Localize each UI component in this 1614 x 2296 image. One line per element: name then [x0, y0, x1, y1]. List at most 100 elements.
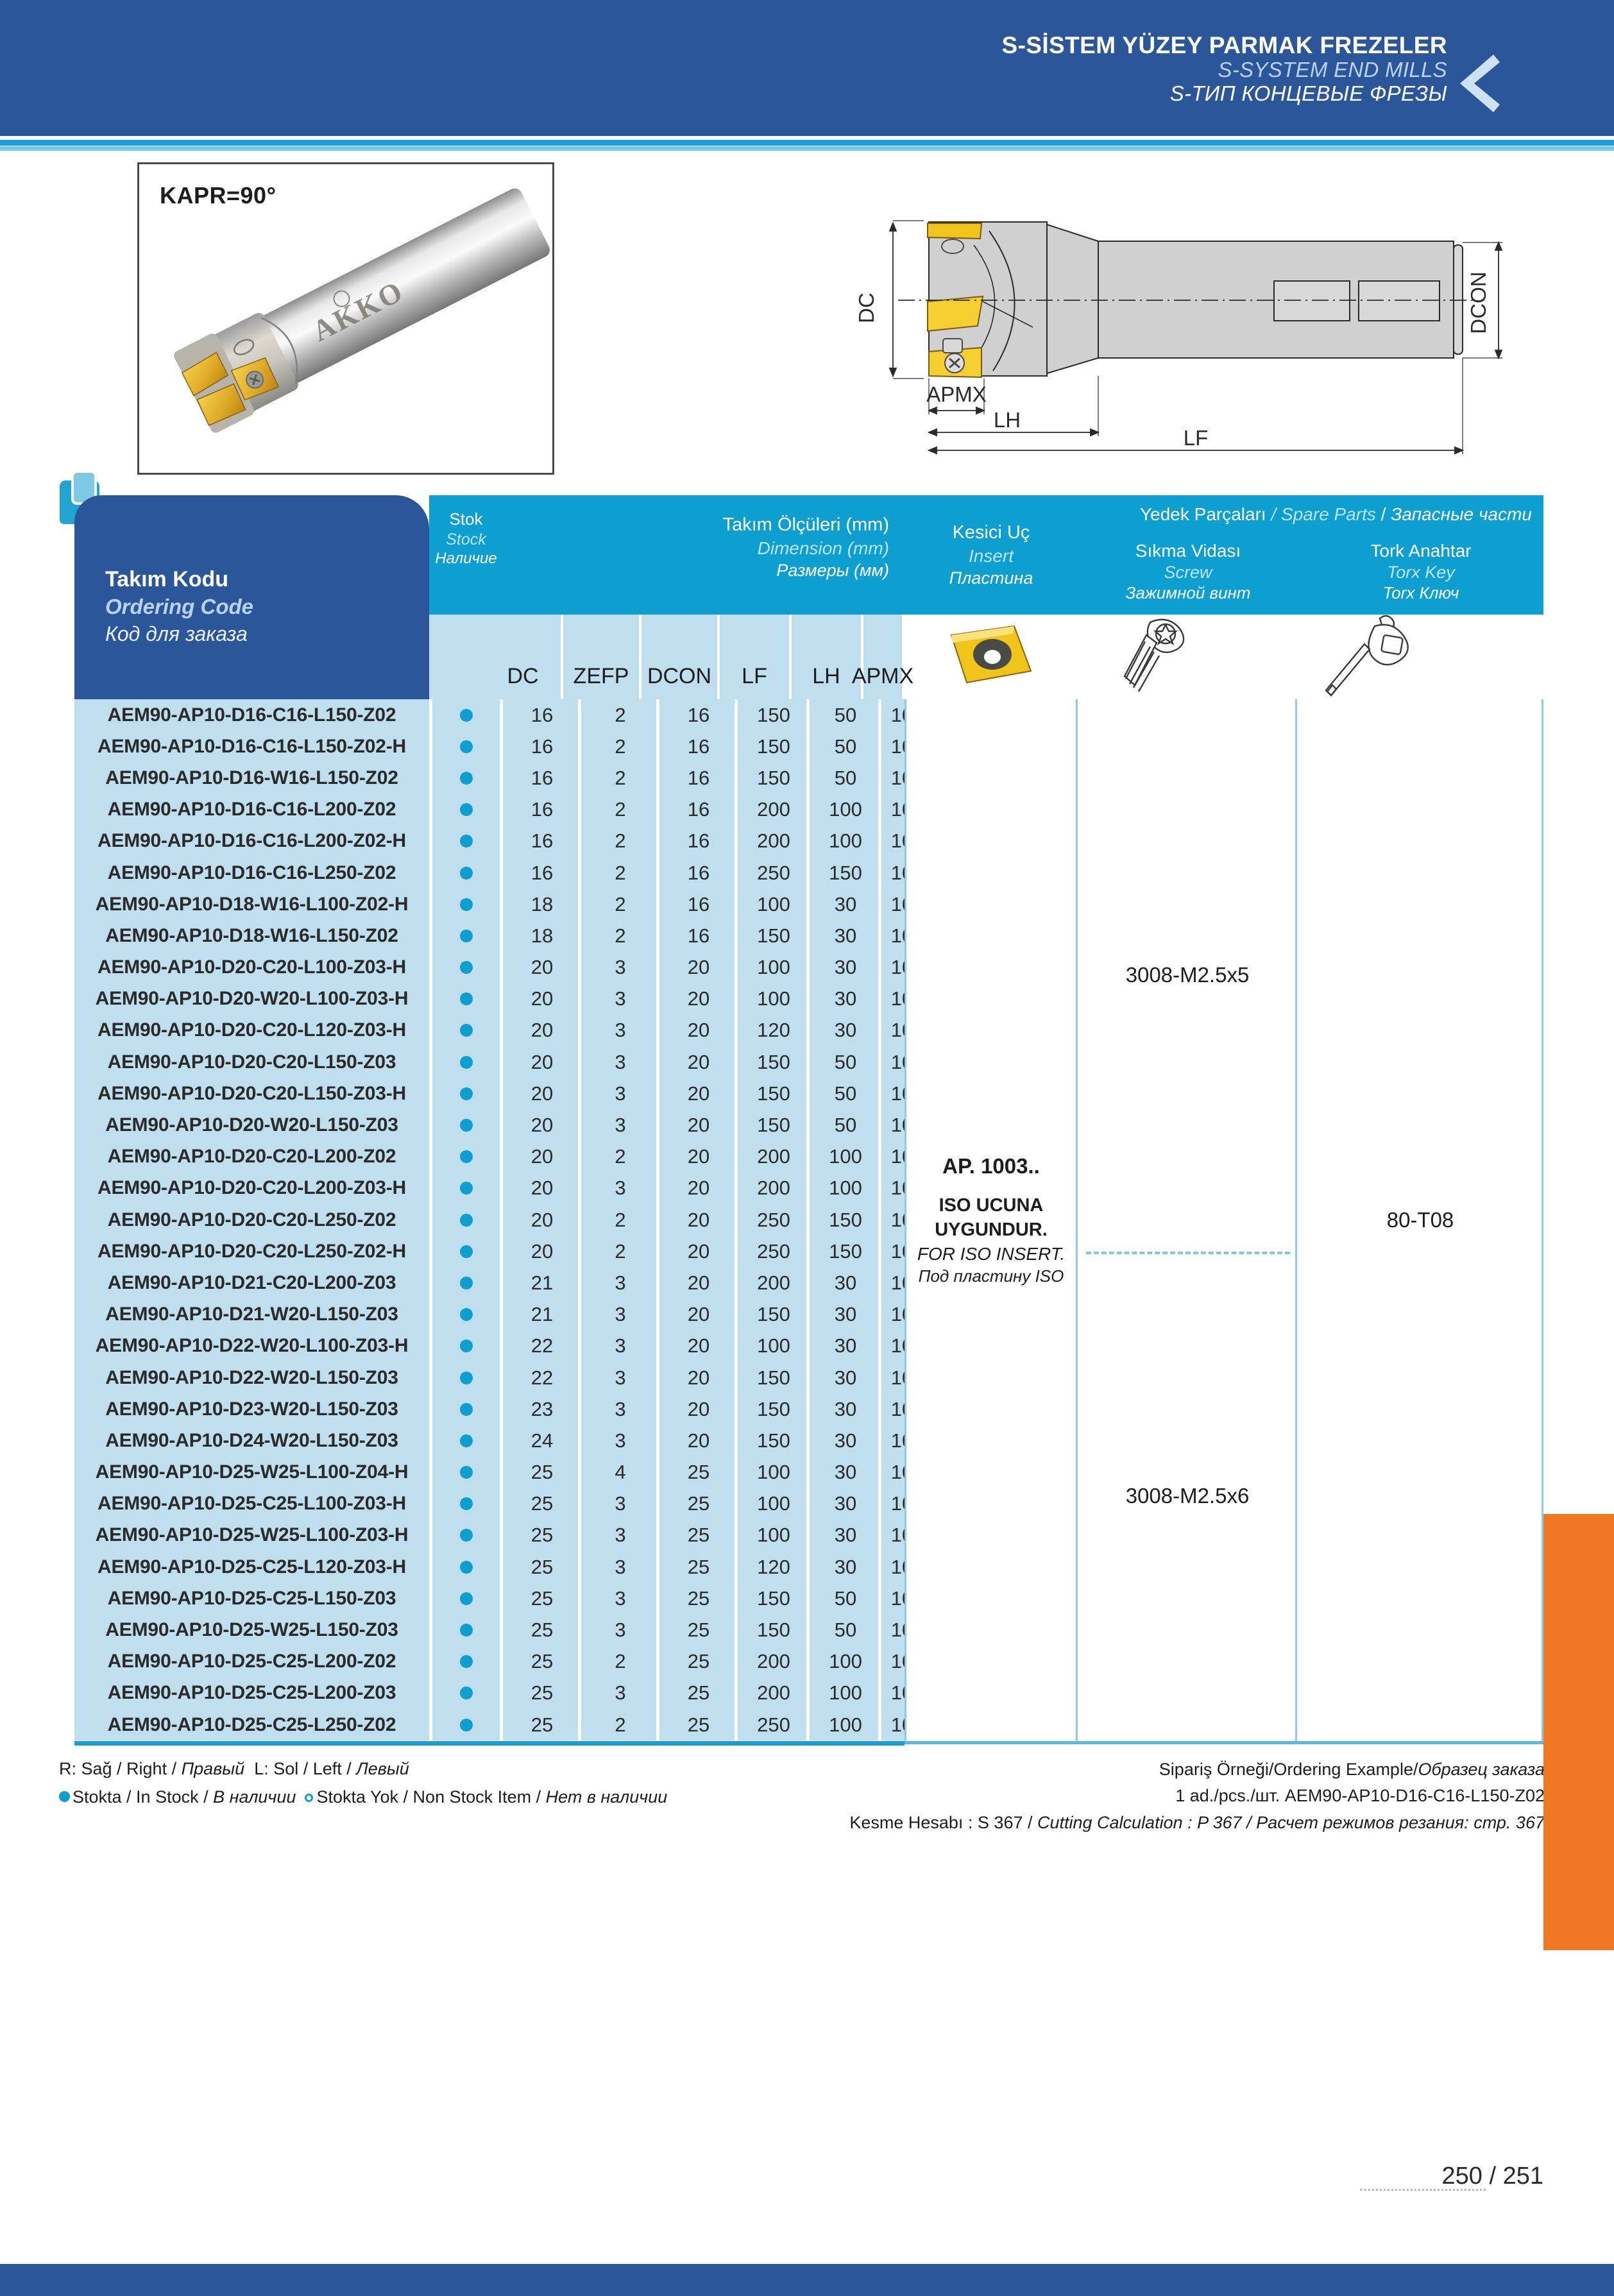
cell-dcon: 25 [659, 1456, 738, 1488]
column-divider [878, 1046, 881, 1078]
cell-lh: 100 [810, 1172, 881, 1204]
cell-lh: 30 [810, 983, 881, 1015]
column-divider [806, 699, 810, 731]
cutting-calc-en: Cutting Calculation : P 367 / [1037, 1813, 1257, 1833]
cell-stock-status [429, 889, 503, 921]
cell-stock-status [429, 1172, 503, 1204]
cell-dcon: 20 [659, 1425, 738, 1457]
cell-zefp: 3 [581, 1267, 659, 1299]
cell-lh: 100 [810, 794, 881, 826]
table-row[interactable]: AEM90-AP10-D25-C25-L250-Z02 25 2 25 250 100 10 [74, 1709, 1543, 1741]
column-divider [578, 1014, 581, 1047]
column-divider [578, 699, 581, 731]
column-divider [806, 983, 810, 1015]
cell-lf: 150 [738, 1583, 810, 1615]
insert-label-tr: Kesici Uç [952, 522, 1030, 543]
table-row[interactable]: AEM90-AP10-D25-C25-L200-Z02 25 2 25 200 100 10 [74, 1645, 1543, 1678]
cell-zefp: 2 [581, 794, 659, 826]
table-body: AEM90-AP10-D16-C16-L150-Z02 16 2 16 150 50 10 A… [74, 699, 1543, 1741]
column-divider [500, 856, 503, 889]
insert-label-ru: Пластина [949, 568, 1033, 588]
column-divider [735, 1488, 738, 1520]
cell-dc: 18 [503, 889, 581, 921]
column-divider [578, 951, 581, 983]
column-divider [500, 1172, 503, 1204]
column-divider [500, 1298, 503, 1331]
table-row[interactable]: AEM90-AP10-D20-C20-L150-Z03 20 3 20 150 50 10 [74, 1046, 1543, 1078]
cell-ordering-code: AEM90-AP10-D16-C16-L200-Z02 [74, 794, 429, 826]
column-divider [806, 1709, 810, 1741]
table-row[interactable]: AEM90-AP10-D20-C20-L250-Z02-H 20 2 20 250 150… [74, 1236, 1543, 1268]
table-row[interactable]: AEM90-AP10-D20-W20-L100-Z03-H 20 3 20 100 30 1… [74, 983, 1543, 1015]
cell-ordering-code: AEM90-AP10-D16-C16-L150-Z02 [74, 699, 429, 731]
cell-zefp: 3 [581, 1551, 659, 1583]
cell-dc: 25 [503, 1709, 581, 1741]
dimension-label-en: Dimension (mm) [757, 538, 889, 558]
non-stock-label-ru: Нет в наличии [545, 1787, 668, 1807]
column-divider [735, 1236, 738, 1268]
table-row[interactable]: AEM90-AP10-D22-W20-L100-Z03-H 22 3 20 100 30 1… [74, 1330, 1543, 1362]
cell-zefp: 3 [581, 1014, 659, 1047]
table-row[interactable]: AEM90-AP10-D25-C25-L150-Z03 25 3 25 150 50 10 [74, 1583, 1543, 1615]
table-row[interactable]: AEM90-AP10-D25-W25-L100-Z04-H 25 4 25 100 30 1… [74, 1456, 1543, 1488]
cell-dc: 16 [503, 825, 581, 857]
cell-stock-status [429, 1204, 503, 1236]
cell-ordering-code: AEM90-AP10-D20-C20-L250-Z02 [74, 1204, 429, 1236]
non-stock-label: Stokta Yok / Non Stock Item / [316, 1787, 546, 1807]
header-title-en: S-SYSTEM END MILLS [1218, 58, 1447, 82]
cell-zefp: 2 [581, 920, 659, 952]
cell-dc: 25 [503, 1519, 581, 1552]
cell-dc: 20 [503, 1141, 581, 1173]
cell-dc: 20 [503, 1204, 581, 1236]
column-divider [429, 1677, 432, 1709]
cell-lh: 30 [810, 1519, 881, 1552]
ordering-code-label-en: Ordering Code [105, 595, 254, 618]
table-row[interactable]: AEM90-AP10-D16-C16-L150-Z02 16 2 16 150 50 10 [74, 699, 1543, 731]
table-row[interactable]: AEM90-AP10-D16-C16-L250-Z02 16 2 16 250 150 10 [74, 856, 1543, 889]
kapr-label: KAPR=90° [160, 182, 276, 208]
table-row[interactable]: AEM90-AP10-D18-W16-L150-Z02 18 2 16 150 30 10 [74, 920, 1543, 952]
table-row[interactable]: AEM90-AP10-D20-C20-L200-Z03-H 20 3 20 200 100… [74, 1172, 1543, 1204]
table-row[interactable]: AEM90-AP10-D20-W20-L150-Z03 20 3 20 150 50 10 [74, 1109, 1543, 1141]
column-divider [878, 1172, 881, 1204]
column-divider [429, 794, 432, 826]
table-row[interactable]: AEM90-AP10-D25-C25-L120-Z03-H 25 3 25 120 30 1… [74, 1551, 1543, 1583]
in-stock-dot-icon [459, 1213, 473, 1227]
table-row[interactable]: AEM90-AP10-D18-W16-L100-Z02-H 18 2 16 100 30 1… [74, 889, 1543, 921]
table-row[interactable]: AEM90-AP10-D20-C20-L250-Z02 20 2 20 250 150 10 [74, 1204, 1543, 1236]
column-divider [500, 1677, 503, 1709]
column-divider [578, 1267, 581, 1299]
cell-lh: 30 [810, 951, 881, 983]
table-row[interactable]: AEM90-AP10-D20-C20-L150-Z03-H 20 3 20 150 50 1… [74, 1078, 1543, 1110]
table-row[interactable]: AEM90-AP10-D16-C16-L200-Z02 16 2 16 200 100 10 [74, 794, 1543, 826]
column-divider [735, 825, 738, 857]
column-divider [735, 699, 738, 731]
table-row[interactable]: AEM90-AP10-D16-W16-L150-Z02 16 2 16 150 50 10 [74, 762, 1543, 794]
table-row[interactable]: AEM90-AP10-D25-C25-L200-Z03 25 3 25 200 100 10 [74, 1677, 1543, 1709]
column-divider [429, 1519, 432, 1552]
table-row[interactable]: AEM90-AP10-D16-C16-L150-Z02-H 16 2 16 150 50 1… [74, 731, 1543, 763]
table-row[interactable]: AEM90-AP10-D23-W20-L150-Z03 23 3 20 150 30 10 [74, 1393, 1543, 1425]
table-row[interactable]: AEM90-AP10-D25-W25-L150-Z03 25 3 25 150 50 10 [74, 1614, 1543, 1646]
table-row[interactable]: AEM90-AP10-D20-C20-L100-Z03-H 20 3 20 100 30 1… [74, 951, 1543, 983]
cell-lh: 100 [810, 1677, 881, 1709]
column-divider [656, 825, 659, 857]
table-row[interactable]: AEM90-AP10-D24-W20-L150-Z03 24 3 20 150 30 10 [74, 1425, 1543, 1457]
table-row[interactable]: AEM90-AP10-D16-C16-L200-Z02-H 16 2 16 200 100… [74, 825, 1543, 857]
column-divider [806, 1109, 810, 1141]
column-divider [735, 1425, 738, 1457]
column-divider [500, 794, 503, 826]
table-row[interactable]: AEM90-AP10-D22-W20-L150-Z03 22 3 20 150 30 10 [74, 1361, 1543, 1394]
column-divider [500, 983, 503, 1015]
cell-dc: 16 [503, 731, 581, 763]
chevron-left-icon [1460, 55, 1500, 112]
cell-dcon: 16 [659, 762, 738, 794]
table-bottom-rule-right [905, 1740, 1543, 1744]
cell-zefp: 3 [581, 1519, 659, 1552]
cell-dc: 25 [503, 1488, 581, 1520]
column-divider [806, 1204, 810, 1236]
table-row[interactable]: AEM90-AP10-D21-C20-L200-Z03 21 3 20 200 30 10 [74, 1267, 1543, 1299]
cell-ordering-code: AEM90-AP10-D20-C20-L150-Z03-H [74, 1078, 429, 1110]
hand-right-label: R: Sağ / Right / [59, 1758, 182, 1778]
column-divider [806, 1014, 810, 1047]
